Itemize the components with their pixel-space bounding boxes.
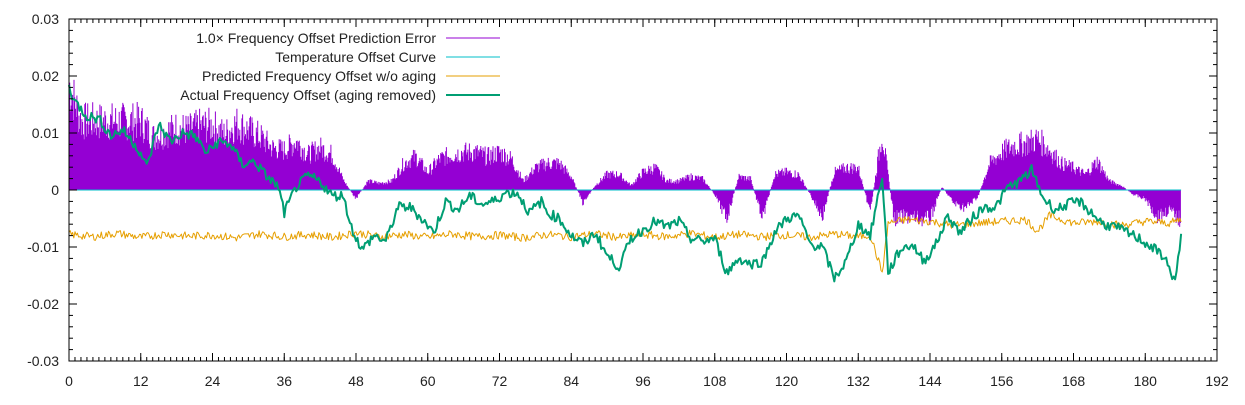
x-tick-label: 144 [918,373,942,389]
y-tick-label: -0.03 [27,353,59,369]
x-tick-label: 120 [775,373,799,389]
x-tick-label: 108 [703,373,727,389]
x-tick-label: 72 [492,373,508,389]
legend-label: Predicted Frequency Offset w/o aging [202,68,436,84]
x-tick-label: 60 [420,373,436,389]
legend-label: Actual Frequency Offset (aging removed) [180,87,436,103]
y-tick-label: -0.02 [27,296,59,312]
y-tick-label: 0 [51,182,59,198]
x-tick-label: 132 [847,373,871,389]
axes: -0.03 -0.02 -0.01 0 0.01 0.02 0.03 0 12 24 36 48 60 7… [27,11,1229,389]
y-tick-label: 0.02 [32,68,59,84]
x-tick-label: 192 [1205,373,1229,389]
x-tick-label: 168 [1062,373,1086,389]
x-tick-label: 12 [133,373,149,389]
x-tick-label: 156 [990,373,1014,389]
y-tick-label: 0.03 [32,11,59,27]
legend-label: 1.0× Frequency Offset Prediction Error [196,30,436,46]
x-tick-label: 36 [276,373,292,389]
x-tick-label: 96 [635,373,651,389]
x-tick-label: 180 [1134,373,1158,389]
x-tick-label: 48 [348,373,364,389]
legend-label: Temperature Offset Curve [275,49,436,65]
legend: 1.0× Frequency Offset Prediction Error Te… [180,30,500,103]
series-line-2 [68,211,1182,273]
x-tick-label: 0 [65,373,73,389]
y-tick-label: 0.01 [32,125,59,141]
series-line-3 [68,84,1183,283]
series-lines [68,84,1183,283]
x-tick-label: 24 [205,373,221,389]
y-tick-label: -0.01 [27,239,59,255]
x-tick-label: 84 [563,373,579,389]
